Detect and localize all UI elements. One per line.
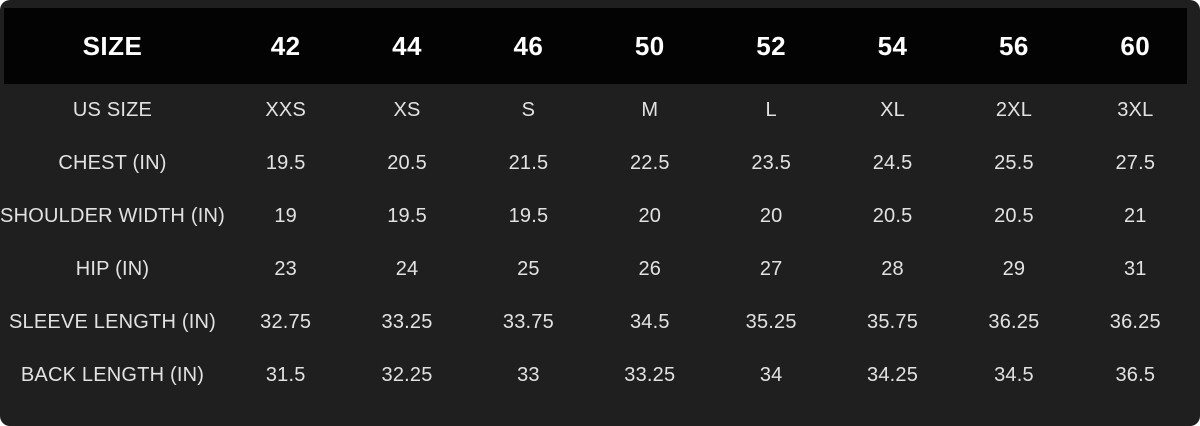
size-column-title: SIZE <box>82 30 143 61</box>
value-cell: 24 <box>395 258 419 280</box>
value-cell: 24.5 <box>872 152 913 174</box>
value-cell: 23.5 <box>751 152 792 174</box>
value-cell: 34 <box>759 364 783 386</box>
value-cell: 36.25 <box>1109 311 1161 333</box>
value-cell: M <box>641 99 659 121</box>
value-cell: 25 <box>517 258 540 280</box>
value-cell: 32.25 <box>381 364 433 386</box>
value-cell: 28 <box>881 258 904 280</box>
value-cell: 2XL <box>995 99 1033 121</box>
value-cell: 27.5 <box>1115 152 1156 174</box>
row-label: CHEST (IN) <box>58 152 167 174</box>
value-cell: 33.75 <box>502 311 554 333</box>
value-cell: 20.5 <box>872 205 913 227</box>
value-cell: 31 <box>1123 258 1147 280</box>
value-cell: XL <box>880 99 905 121</box>
row-label: SHOULDER WIDTH (IN) <box>0 205 225 227</box>
value-cell: 34.5 <box>629 311 670 333</box>
row-label: US SIZE <box>72 99 153 121</box>
value-cell: 33 <box>517 364 540 386</box>
value-cell: 21.5 <box>508 152 549 174</box>
size-header-bar <box>4 8 1187 84</box>
value-cell: 36.5 <box>1115 364 1156 386</box>
size-header-cell: 60 <box>1120 30 1151 61</box>
value-cell: 27 <box>759 258 783 280</box>
value-cell: 25.5 <box>994 152 1034 174</box>
value-cell: 31.5 <box>265 364 306 386</box>
value-cell: 33.25 <box>624 364 676 386</box>
value-cell: 35.25 <box>745 311 797 333</box>
value-cell: L <box>765 99 777 121</box>
value-cell: 34.25 <box>867 364 919 386</box>
value-cell: 19.5 <box>265 152 306 174</box>
value-cell: 20.5 <box>994 205 1034 227</box>
size-header-cell: 52 <box>756 30 787 61</box>
value-cell: 19.5 <box>508 205 549 227</box>
row-label: HIP (IN) <box>75 258 150 280</box>
value-cell: 22.5 <box>629 152 670 174</box>
row-label: BACK LENGTH (IN) <box>20 364 205 386</box>
value-cell: 19.5 <box>387 205 427 227</box>
value-cell: 3XL <box>1117 99 1154 121</box>
size-header-cell: 44 <box>392 30 423 61</box>
size-header-cell: 42 <box>270 30 301 61</box>
value-cell: 32.75 <box>260 311 312 333</box>
value-cell: 29 <box>1002 258 1026 280</box>
value-cell: 33.25 <box>381 311 433 333</box>
value-cell: 20 <box>759 205 783 227</box>
value-cell: XS <box>393 99 421 121</box>
size-header-cell: 54 <box>877 30 908 61</box>
value-cell: 23 <box>274 258 298 280</box>
value-cell: 20 <box>638 205 662 227</box>
row-label: SLEEVE LENGTH (IN) <box>9 311 216 333</box>
value-cell: 34.5 <box>994 364 1034 386</box>
value-cell: 19 <box>274 205 298 227</box>
value-cell: 20.5 <box>387 152 427 174</box>
value-cell: 26 <box>638 258 662 280</box>
value-cell: 36.25 <box>988 311 1040 333</box>
size-header-cell: 46 <box>513 30 544 61</box>
value-cell: XXS <box>265 99 306 121</box>
size-header-cell: 56 <box>998 30 1029 61</box>
size-header-cell: 50 <box>634 30 665 61</box>
value-cell: 35.75 <box>867 311 919 333</box>
value-cell: S <box>521 99 536 121</box>
value-cell: 21 <box>1123 205 1147 227</box>
